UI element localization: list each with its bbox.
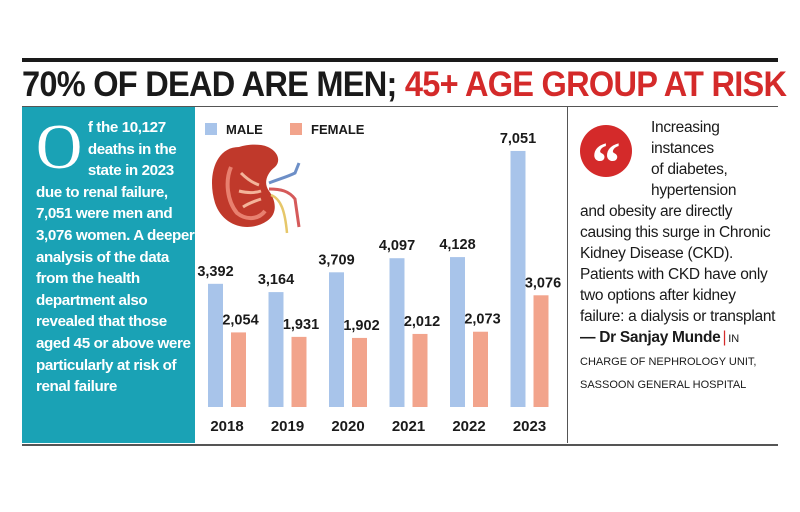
data-label-female-2018: 2,054 [222, 312, 258, 328]
quote-line-2: instances [651, 140, 714, 157]
author-affiliation-prefix: IN [728, 333, 740, 345]
data-label-female-2021: 2,012 [404, 314, 440, 330]
data-label-male-2018: 3,392 [197, 264, 233, 280]
data-label-male-2019: 3,164 [258, 272, 294, 288]
top-rule [22, 58, 778, 62]
bar-female-2019 [291, 336, 307, 407]
data-label-male-2020: 3,709 [318, 252, 354, 268]
author-affiliation: CHARGE OF NEPHROLOGY UNIT, SASSOON GENER… [580, 356, 757, 391]
sidebar-text: f the 10,127 deaths in the state in 2023… [36, 119, 195, 396]
bar-female-2022 [473, 331, 488, 407]
data-label-male-2022: 4,128 [439, 237, 475, 253]
x-tick-label-2022: 2022 [452, 418, 485, 435]
quote-line-4: hypertension [651, 182, 737, 199]
legend-label-male: MALE [226, 122, 263, 137]
data-label-female-2023: 3,076 [525, 275, 561, 291]
x-tick-label-2021: 2021 [392, 418, 425, 435]
x-tick-label-2019: 2019 [271, 418, 304, 435]
data-label-male-2023: 7,051 [500, 131, 536, 147]
bar-male-2019 [268, 292, 284, 407]
bar-female-2018 [231, 332, 246, 407]
bar-male-2020 [329, 272, 344, 407]
legend-label-female: FEMALE [311, 122, 365, 137]
legend-swatch-male [205, 123, 217, 135]
data-label-female-2022: 2,073 [464, 312, 500, 328]
bottom-rule [22, 444, 778, 445]
data-label-female-2019: 1,931 [283, 317, 319, 333]
author-separator: | [722, 329, 727, 346]
headline-part-1: 70% OF DEAD ARE MEN; [22, 65, 397, 104]
chart-legend: MALE FEMALE [205, 122, 365, 137]
bar-female-2021 [412, 333, 428, 407]
quote-author: — Dr Sanjay Munde [580, 329, 721, 346]
bar-male-2021 [389, 258, 405, 407]
kidney-icon [212, 144, 301, 234]
quote-line-3: of diabetes, [651, 161, 728, 178]
bar-female-2023 [533, 295, 549, 407]
headline: 70% OF DEAD ARE MEN; 45+ AGE GROUP AT RI… [22, 64, 787, 106]
bar-male-2023 [510, 150, 526, 407]
bar-chart: MALE FEMALE 3,392 2,054 3,164 1,931 3,709 1,90… [197, 122, 561, 435]
quote-text: Increasing instances of diabetes, hypert… [580, 117, 776, 396]
chart-bars: 3,392 2,054 3,164 1,931 3,709 1,902 4,097 2,012… [197, 131, 561, 407]
x-axis-labels: 2018 2019 2020 2021 2022 2023 [210, 418, 546, 435]
x-tick-label-2018: 2018 [210, 418, 243, 435]
quote-body: and obesity are directly causing this su… [580, 203, 776, 325]
x-tick-label-2023: 2023 [513, 418, 546, 435]
headline-part-2: 45+ AGE GROUP AT RISK [404, 65, 787, 104]
bar-male-2022 [450, 257, 465, 407]
data-label-female-2020: 1,902 [343, 318, 379, 334]
chart-area: MALE FEMALE 3,392 2,054 3,164 1,931 3,709 1,90… [195, 107, 567, 443]
quote-panel: “ Increasing instances of diabetes, hype… [567, 107, 779, 443]
legend-swatch-female [290, 123, 302, 135]
x-tick-label-2020: 2020 [331, 418, 364, 435]
content-frame [22, 106, 778, 446]
bar-female-2020 [352, 337, 367, 407]
drop-cap: O [36, 111, 82, 182]
data-label-male-2021: 4,097 [379, 238, 415, 254]
bar-male-2018 [208, 283, 223, 407]
quote-line-1: Increasing [651, 119, 720, 136]
